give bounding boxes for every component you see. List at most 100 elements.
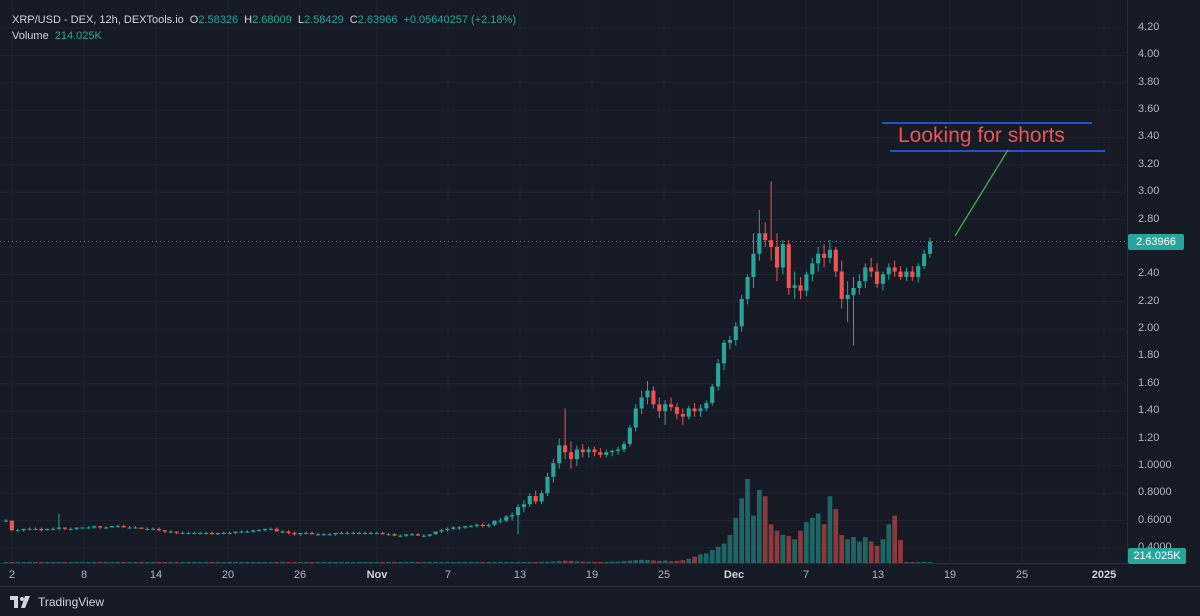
volume-label[interactable]: Volume — [12, 30, 49, 42]
volume-bar — [91, 562, 97, 563]
volume-bar — [274, 562, 280, 563]
volume-bar — [221, 562, 227, 563]
volume-bar — [62, 562, 68, 563]
volume-bar — [27, 562, 32, 563]
candle-body — [739, 298, 744, 327]
candle-body — [298, 532, 303, 535]
candle-body — [62, 527, 67, 529]
annotation-text[interactable]: Looking for shorts — [898, 124, 1065, 147]
time-axis[interactable]: 2 8 14 20 26 Nov 7 13 19 25 Dec 7 13 19 25 2025 — [0, 564, 1128, 586]
price-tick-label: 3.20 — [1138, 157, 1160, 170]
candle-body — [651, 390, 656, 405]
candle-body — [410, 534, 415, 536]
volume-bar — [286, 562, 291, 563]
tradingview-logo[interactable]: TradingView — [10, 595, 104, 609]
candle-body — [680, 413, 685, 417]
time-tick-label: 8 — [80, 569, 88, 581]
volume-bar — [215, 562, 221, 563]
volume-bar — [898, 539, 903, 563]
volume-bar — [209, 562, 215, 563]
candle-body — [839, 271, 844, 299]
volume-bar — [86, 562, 91, 563]
candle-body — [56, 527, 62, 529]
volume-bar — [262, 562, 268, 563]
candle-body — [333, 532, 338, 535]
volume-bar — [197, 562, 203, 563]
candle-body — [80, 527, 85, 529]
price-axis[interactable]: 4.204.003.803.603.403.203.002.802.602.40… — [1128, 0, 1200, 564]
price-tick-label: 4.00 — [1138, 48, 1160, 61]
volume-bar — [186, 562, 191, 563]
time-tick-label: 7 — [444, 569, 452, 581]
volume-bar — [439, 562, 444, 563]
candle-body — [368, 532, 373, 534]
candle-body — [468, 526, 474, 528]
volume-bar — [845, 539, 850, 563]
volume-bar — [480, 562, 486, 563]
volume-bar — [804, 522, 809, 563]
volume-bar — [674, 560, 680, 563]
time-tick-label: 26 — [293, 569, 307, 581]
volume-bar — [721, 543, 727, 563]
candle-body — [621, 444, 627, 450]
candle-body — [21, 528, 26, 531]
volume-bar — [415, 562, 421, 563]
price-tick-label: 1.0000 — [1138, 458, 1172, 471]
change-value: +0.05640257 (+2.18%) — [403, 14, 516, 26]
candle-body — [851, 288, 856, 295]
candle-body — [857, 281, 862, 288]
volume-bar — [521, 562, 527, 563]
candle-body — [186, 532, 191, 534]
volume-bar — [545, 561, 550, 563]
candle-body — [27, 528, 32, 530]
volume-bar — [709, 550, 715, 563]
volume-bar — [168, 562, 174, 563]
volume-bar — [927, 562, 933, 563]
candle-body — [15, 530, 20, 532]
volume-bar — [392, 562, 397, 563]
volume-bar — [786, 536, 792, 563]
candle-body — [598, 452, 603, 455]
candle-body — [398, 535, 403, 537]
candle-body — [751, 253, 756, 278]
volume-bar — [127, 562, 132, 563]
symbol-label[interactable]: XRP/USD - DEX, 12h, DEXTools.io — [12, 14, 184, 26]
volume-bar — [792, 539, 797, 563]
volume-bar — [280, 562, 285, 563]
candle-body — [557, 445, 562, 464]
candle-body — [563, 445, 568, 453]
volume-bar — [339, 562, 344, 563]
price-chart[interactable] — [0, 0, 1128, 564]
candle-body — [3, 520, 9, 522]
chart-pane[interactable] — [0, 0, 1128, 564]
candle-body — [304, 532, 309, 534]
candle-body — [98, 526, 103, 528]
candle-body — [610, 450, 615, 453]
candle-body — [239, 531, 244, 533]
volume-bar — [656, 560, 662, 563]
volume-bar — [556, 561, 562, 563]
volume-bar — [692, 556, 697, 563]
candle-body — [109, 526, 114, 528]
candle-body — [268, 528, 273, 530]
candle-body — [504, 516, 509, 521]
volume-bar — [539, 561, 544, 563]
volume-bar — [109, 562, 115, 563]
volume-bar — [15, 562, 21, 563]
time-tick-label: 19 — [585, 569, 599, 581]
legend-volume-row: Volume 214.025K — [12, 28, 516, 44]
volume-bar — [297, 562, 303, 563]
volume-bar — [374, 562, 380, 563]
volume-bar — [433, 562, 438, 563]
trend-line[interactable] — [954, 149, 1009, 237]
candle-body — [827, 249, 833, 258]
candle-body — [351, 532, 356, 534]
volume-bar — [774, 530, 780, 563]
volume-bar — [356, 562, 362, 563]
volume-bar — [250, 562, 256, 563]
volume-bar — [809, 517, 815, 563]
candle-body — [92, 526, 97, 528]
volume-bar — [468, 562, 474, 563]
volume-bar — [144, 562, 150, 563]
time-tick-label: 13 — [871, 569, 885, 581]
